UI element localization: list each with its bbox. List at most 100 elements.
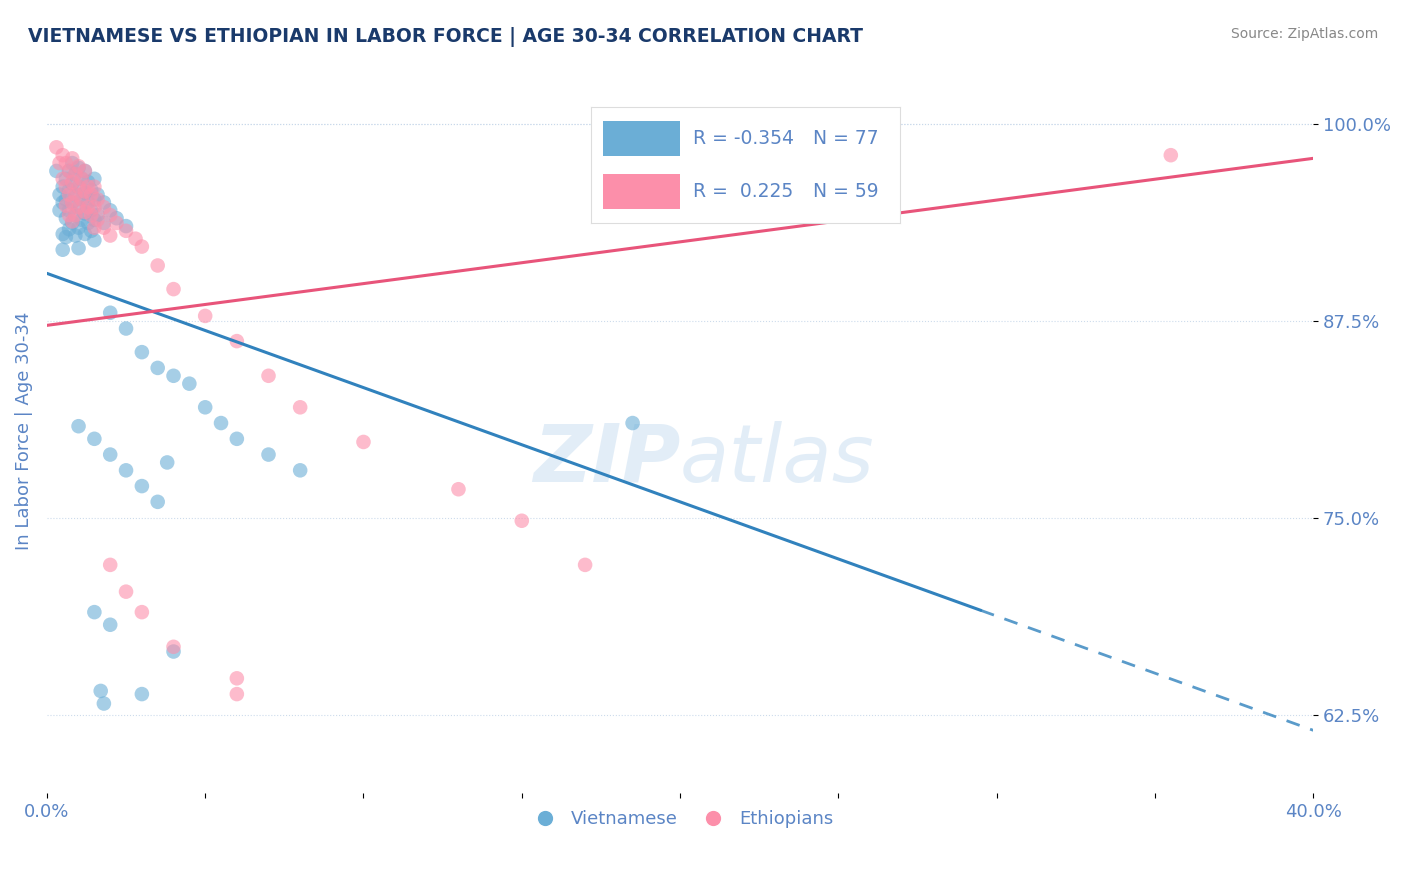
Point	[77, 175, 100, 189]
Point	[146, 360, 169, 375]
Point	[98, 558, 121, 572]
Point	[131, 687, 153, 701]
Text: R = -0.354: R = -0.354	[693, 128, 793, 148]
Point	[98, 208, 121, 222]
Point	[52, 148, 75, 162]
Point	[83, 233, 105, 247]
Point	[80, 208, 103, 222]
Point	[52, 195, 75, 210]
Point	[58, 222, 80, 236]
Point	[60, 156, 83, 170]
Point	[353, 434, 375, 449]
Point	[55, 211, 77, 226]
Y-axis label: In Labor Force | Age 30-34: In Labor Force | Age 30-34	[15, 311, 32, 550]
Point	[105, 211, 128, 226]
Point	[65, 187, 87, 202]
Point	[77, 179, 100, 194]
Point	[83, 432, 105, 446]
Point	[83, 200, 105, 214]
Point	[98, 228, 121, 243]
Point	[45, 140, 67, 154]
Point	[194, 401, 217, 415]
Text: R =  0.225: R = 0.225	[693, 182, 793, 202]
Point	[67, 161, 90, 175]
Point	[257, 448, 280, 462]
Point	[65, 208, 87, 222]
Point	[447, 482, 470, 496]
Legend: Vietnamese, Ethiopians: Vietnamese, Ethiopians	[520, 803, 841, 835]
Point	[48, 156, 70, 170]
Point	[162, 640, 184, 654]
Point	[93, 220, 115, 235]
Point	[67, 200, 90, 214]
Point	[48, 203, 70, 218]
Point	[67, 419, 90, 434]
Point	[77, 200, 100, 214]
Point	[90, 684, 112, 698]
Point	[80, 224, 103, 238]
Point	[55, 192, 77, 206]
Point	[52, 171, 75, 186]
Point	[225, 687, 247, 701]
Point	[115, 463, 138, 477]
Point	[105, 216, 128, 230]
Point	[65, 228, 87, 243]
Point	[98, 617, 121, 632]
Point	[73, 186, 96, 200]
Point	[60, 177, 83, 191]
Point	[60, 152, 83, 166]
Point	[73, 164, 96, 178]
Point	[146, 495, 169, 509]
Point	[65, 187, 87, 202]
Point	[70, 192, 93, 206]
Point	[225, 671, 247, 685]
Point	[60, 195, 83, 210]
Point	[67, 179, 90, 194]
Point	[83, 212, 105, 227]
Point	[73, 185, 96, 199]
Point	[115, 224, 138, 238]
Point	[131, 605, 153, 619]
Point	[55, 156, 77, 170]
Point	[70, 192, 93, 206]
Point	[162, 368, 184, 383]
Text: VIETNAMESE VS ETHIOPIAN IN LABOR FORCE | AGE 30-34 CORRELATION CHART: VIETNAMESE VS ETHIOPIAN IN LABOR FORCE |…	[28, 27, 863, 46]
Point	[98, 203, 121, 218]
Point	[70, 212, 93, 227]
Point	[65, 167, 87, 181]
Point	[52, 227, 75, 241]
Point	[67, 200, 90, 214]
Point	[83, 192, 105, 206]
Point	[93, 195, 115, 210]
Point	[73, 205, 96, 219]
Point	[131, 479, 153, 493]
Point	[98, 448, 121, 462]
Point	[80, 183, 103, 197]
Text: N = 77: N = 77	[813, 128, 879, 148]
Point	[194, 309, 217, 323]
Point	[225, 432, 247, 446]
Point	[86, 212, 108, 227]
Point	[93, 216, 115, 230]
Point	[93, 200, 115, 214]
Point	[70, 171, 93, 186]
Point	[179, 376, 201, 391]
Point	[58, 164, 80, 178]
Point	[60, 175, 83, 189]
Point	[70, 171, 93, 186]
Point	[288, 463, 311, 477]
Point	[510, 514, 533, 528]
Point	[73, 164, 96, 178]
Bar	[603, 121, 681, 156]
Point	[67, 220, 90, 235]
Point	[115, 321, 138, 335]
Point	[58, 164, 80, 178]
Point	[93, 697, 115, 711]
Point	[52, 243, 75, 257]
Point	[115, 584, 138, 599]
Point	[80, 187, 103, 202]
Point	[86, 192, 108, 206]
Point	[55, 199, 77, 213]
Point	[98, 306, 121, 320]
Point	[83, 220, 105, 235]
